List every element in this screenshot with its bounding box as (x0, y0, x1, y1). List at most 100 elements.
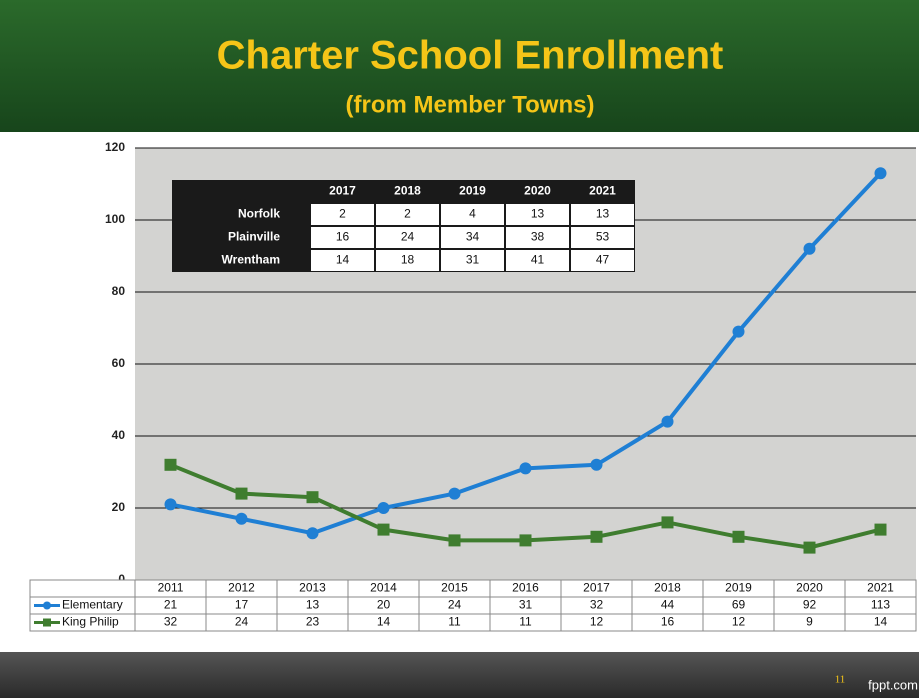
data-table-bg (29, 579, 917, 632)
data-table-value: 20 (377, 598, 391, 612)
inset-cell (441, 250, 504, 271)
marker (306, 491, 319, 504)
data-table-value: 21 (164, 598, 178, 612)
marker (235, 512, 248, 525)
inset-cell (571, 204, 634, 225)
marker (377, 502, 390, 514)
header-band (0, 0, 919, 132)
inset-cell (376, 204, 439, 225)
marker (590, 458, 603, 471)
inset-cell-value: 2 (404, 207, 411, 221)
inset-cell-value: 38 (531, 230, 545, 244)
y-tick-label: 100 (105, 212, 125, 226)
marker (306, 527, 319, 540)
inset-cell (311, 227, 374, 248)
data-table-value: 17 (235, 598, 249, 612)
inset-cell-value: 41 (531, 253, 545, 267)
inset-col-header: 2019 (459, 184, 486, 198)
data-table-value: 69 (732, 598, 746, 612)
marker (590, 530, 603, 543)
marker (448, 534, 461, 547)
inset-row-name: Norfolk (238, 207, 280, 221)
marker (519, 462, 532, 475)
data-table-value: 16 (661, 615, 675, 629)
y-tick-label: 120 (105, 140, 125, 154)
data-table-value: 14 (377, 615, 391, 629)
inset-cell-value: 16 (336, 230, 350, 244)
legend-label: Elementary (62, 598, 123, 612)
x-tick-label: 2020 (796, 581, 823, 595)
y-tick-label: 0 (118, 572, 125, 586)
marker (803, 242, 816, 255)
marker (874, 523, 887, 536)
inset-col-header: 2018 (394, 184, 421, 198)
inset-cell (311, 250, 374, 271)
data-table-value: 23 (306, 615, 320, 629)
data-table-value: 11 (448, 615, 461, 629)
legend-marker (43, 618, 51, 627)
x-tick-label: 2011 (158, 581, 184, 595)
data-table-value: 44 (661, 598, 675, 612)
legend-label: King Philip (62, 615, 119, 629)
chart-title: Charter School Enrollment (217, 34, 724, 78)
legend-marker (43, 601, 51, 610)
marker (519, 534, 532, 547)
inset-cell (311, 204, 374, 225)
marker (164, 498, 177, 511)
marker (803, 541, 816, 554)
inset-cell-value: 4 (469, 207, 476, 221)
inset-cell-value: 34 (466, 230, 480, 244)
x-tick-label: 2015 (441, 581, 468, 595)
inset-row-name: Wrentham (222, 253, 280, 267)
marker (874, 167, 887, 180)
inset-cell (506, 250, 569, 271)
inset-cell (376, 250, 439, 271)
page-number: 11 (835, 674, 846, 686)
x-tick-label: 2017 (583, 581, 610, 595)
x-tick-label: 2018 (654, 581, 681, 595)
y-tick-label: 80 (112, 284, 126, 298)
data-table-value: 32 (164, 615, 178, 629)
inset-cell-value: 13 (596, 207, 610, 221)
data-table-value: 92 (803, 598, 817, 612)
footer-band (0, 652, 919, 698)
inset-cell (571, 250, 634, 271)
marker (661, 516, 674, 529)
x-tick-label: 2013 (299, 581, 326, 595)
data-table-value: 11 (519, 615, 532, 629)
inset-cell (506, 227, 569, 248)
x-tick-label: 2019 (725, 581, 752, 595)
data-table-value: 24 (448, 598, 462, 612)
marker (732, 325, 745, 338)
inset-cell (441, 204, 504, 225)
inset-row-name: Plainville (228, 230, 280, 244)
inset-cell-value: 24 (401, 230, 415, 244)
data-table-value: 12 (732, 615, 746, 629)
inset-cell (506, 204, 569, 225)
data-table-value: 13 (306, 598, 320, 612)
inset-cell (441, 227, 504, 248)
marker (235, 487, 248, 500)
y-tick-label: 60 (112, 356, 126, 370)
x-tick-label: 2021 (867, 581, 894, 595)
marker (164, 458, 177, 471)
inset-cell-value: 14 (336, 253, 350, 267)
inset-col-header: 2020 (524, 184, 551, 198)
data-table-value: 32 (590, 598, 604, 612)
inset-cell (376, 227, 439, 248)
site-label: fppt.com (868, 677, 918, 692)
inset-col-header: 2021 (589, 184, 616, 198)
marker (732, 530, 745, 543)
x-tick-label: 2012 (228, 581, 255, 595)
data-table-value: 12 (590, 615, 604, 629)
x-tick-label: 2016 (512, 581, 539, 595)
data-table-value: 9 (806, 615, 813, 629)
y-tick-label: 40 (112, 428, 126, 442)
chart-subtitle: (from Member Towns) (346, 91, 595, 118)
inset-cell-value: 13 (531, 207, 545, 221)
data-table-value: 24 (235, 615, 249, 629)
inset-col-header: 2017 (329, 184, 356, 198)
inset-cell (571, 227, 634, 248)
